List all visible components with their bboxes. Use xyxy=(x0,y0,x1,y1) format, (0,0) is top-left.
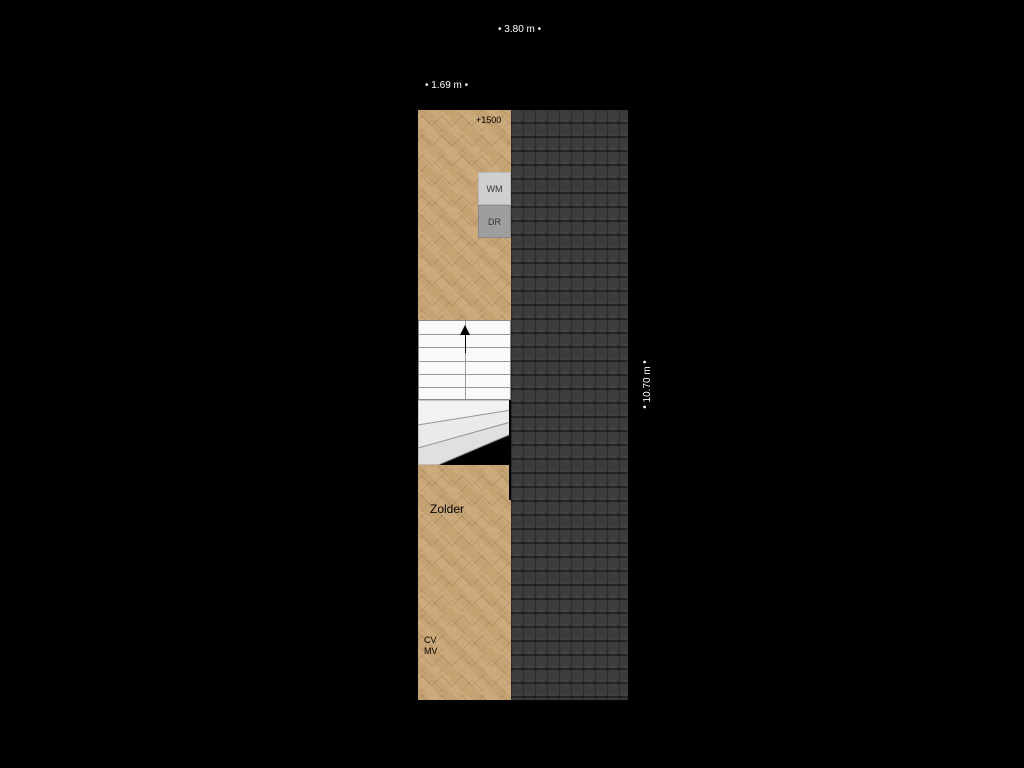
floor-plan: +1500 WM DR Zolder CV MV xyxy=(418,110,628,700)
dim-total-width-text: 3.80 m xyxy=(504,24,535,35)
dim-total-height: • 10.70 m • xyxy=(640,360,653,409)
ceiling-height-label: +1500 xyxy=(476,116,501,126)
dim-room-width-text: 1.69 m xyxy=(431,80,462,91)
dim-total-height-text: 10.70 m xyxy=(642,366,653,402)
roof-tiles xyxy=(511,110,628,700)
dim-total-width: • 3.80 m • xyxy=(498,24,541,35)
stair-rail xyxy=(509,400,511,500)
appliance-dr: DR xyxy=(478,205,511,238)
appliance-wm: WM xyxy=(478,172,511,205)
appliance-wm-label: WM xyxy=(487,184,503,194)
stairs-arrow-icon xyxy=(460,325,470,335)
label-mv: MV xyxy=(424,647,438,657)
appliance-dr-label: DR xyxy=(488,217,501,227)
stairs-lower-cutaway xyxy=(418,400,511,465)
stairs-upper xyxy=(418,320,511,400)
label-cv: CV xyxy=(424,636,437,646)
dim-room-width: • 1.69 m • xyxy=(425,80,468,91)
stairs-arrow-stem xyxy=(465,335,466,353)
room-name-zolder: Zolder xyxy=(430,502,464,516)
